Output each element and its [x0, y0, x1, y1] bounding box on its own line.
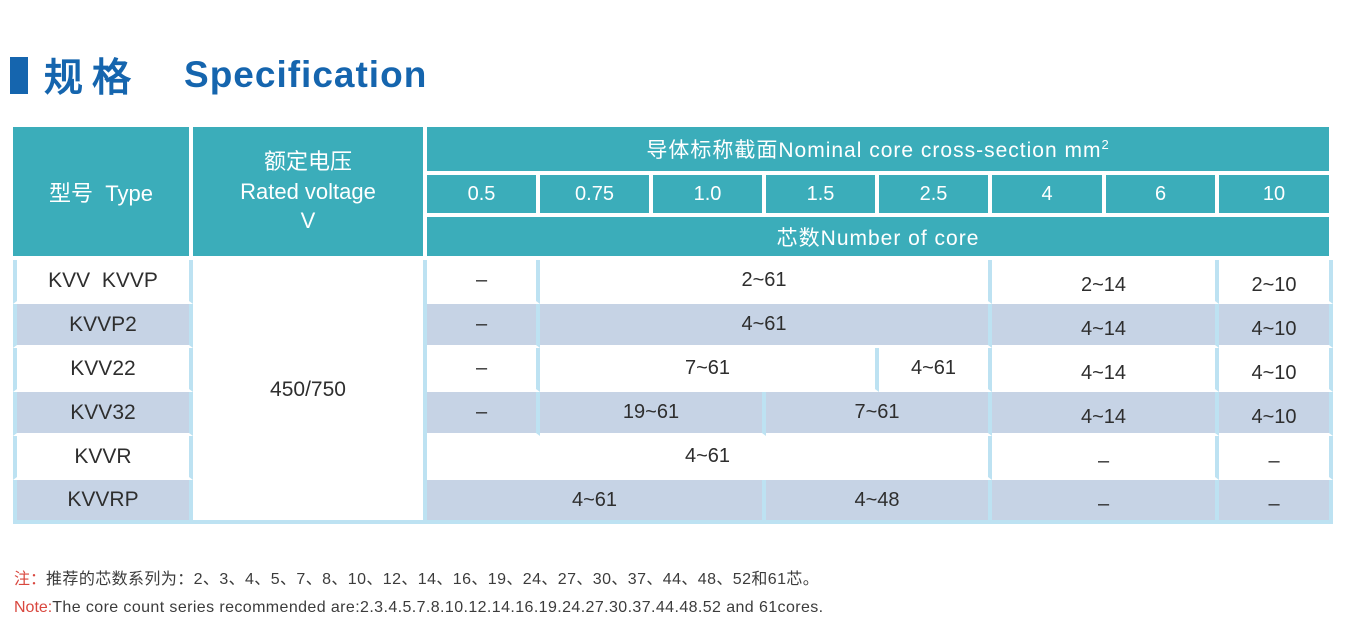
value-cell: 4~10: [1219, 348, 1334, 392]
type-cell: KVVR: [13, 436, 193, 480]
value-cell: 7~61: [766, 392, 992, 436]
note-line-en: Note:The core count series recommended a…: [14, 594, 824, 622]
table-row: KVV32 –19~61 7~61 4~14 4~10: [13, 392, 1334, 436]
value-cell: 4~61: [427, 436, 992, 480]
note-text-zh: 推荐的芯数系列为：2、3、4、5、7、8、10、12、14、16、19、24、2…: [46, 571, 820, 588]
type-cell: KVVRP: [13, 480, 193, 524]
value-cell: 4~61: [540, 304, 992, 348]
spec-table: 型号 Type 额定电压 Rated voltage V 导体标称截面Nomin…: [13, 127, 1334, 524]
value-cell: –: [427, 348, 540, 392]
header-size-1.5: 1.5: [766, 175, 879, 217]
type-cell: KVV32: [13, 392, 193, 436]
note: 注：推荐的芯数系列为：2、3、4、5、7、8、10、12、14、16、19、24…: [14, 566, 824, 621]
value-cell: –: [992, 480, 1219, 524]
type-cell: KVV22: [13, 348, 193, 392]
value-cell: 4~14: [992, 304, 1219, 348]
spec-table-wrap: 型号 Type 额定电压 Rated voltage V 导体标称截面Nomin…: [13, 127, 1334, 524]
value-cell: 4~10: [1219, 304, 1334, 348]
header-sizes-row: 0.5 0.75 1.0 1.5 2.5 4 6 10: [13, 175, 1334, 217]
value-cell: –: [427, 392, 540, 436]
value-cell: –: [427, 304, 540, 348]
value-cell: 4~14: [992, 348, 1219, 392]
voltage-cell: 450/750: [193, 260, 427, 524]
table-row: KVV KVVP 450/750–2~61 2~14 2~10: [13, 260, 1334, 524]
note-line-zh: 注：推荐的芯数系列为：2、3、4、5、7、8、10、12、14、16、19、24…: [14, 566, 824, 594]
header-size-10: 10: [1219, 175, 1334, 217]
table-row: KVV22 –7~61 4~61 4~14 4~10: [13, 348, 1334, 392]
type-cell: KVV KVVP: [13, 260, 193, 304]
value-cell: –: [1219, 436, 1334, 480]
value-cell: –: [1219, 480, 1334, 524]
header-row-top: 型号 Type 额定电压 Rated voltage V 导体标称截面Nomin…: [13, 127, 1334, 260]
header-type: 型号 Type: [13, 127, 193, 260]
table-row: KVVRP 4~61 4~48– –: [13, 480, 1334, 524]
title-zh: 规格: [44, 57, 141, 100]
table-row: KVVR 4~61– –: [13, 436, 1334, 480]
note-text-en: The core count series recommended are:2.…: [52, 598, 824, 616]
value-cell: 2~61: [540, 260, 992, 304]
header-cross-section: 导体标称截面Nominal core cross-section mm2: [427, 127, 1334, 175]
note-label-zh: 注：: [14, 571, 47, 588]
header-cross-section-text: 导体标称截面Nominal core cross-section mm: [646, 139, 1102, 162]
value-cell: 4~61: [427, 480, 766, 524]
value-cell: 2~10: [1219, 260, 1334, 304]
header-size-1.0: 1.0: [653, 175, 766, 217]
type-cell: KVVP2: [13, 304, 193, 348]
value-cell: 19~61: [540, 392, 766, 436]
value-cell: –: [992, 436, 1219, 480]
header-core-row: 芯数Number of core: [13, 217, 1334, 260]
header-core-count: 芯数Number of core: [427, 217, 1334, 260]
value-cell: –: [427, 260, 540, 304]
table-row: KVVP2 –4~61 4~14 4~10: [13, 304, 1334, 348]
mm2-superscript: 2: [1101, 137, 1110, 152]
header-size-0.75: 0.75: [540, 175, 653, 217]
header-size-6: 6: [1106, 175, 1219, 217]
value-cell: 4~14: [992, 392, 1219, 436]
value-cell: 2~14: [992, 260, 1219, 304]
value-cell: 4~48: [766, 480, 992, 524]
header-size-4: 4: [992, 175, 1106, 217]
title-bullet-icon: [10, 56, 28, 94]
note-label-en: Note:: [14, 598, 53, 616]
value-cell: 4~10: [1219, 392, 1334, 436]
header-voltage: 额定电压 Rated voltage V: [193, 127, 427, 260]
value-cell: 7~61: [540, 348, 879, 392]
value-cell: 4~61: [879, 348, 992, 392]
header-size-2.5: 2.5: [879, 175, 992, 217]
header-size-0.5: 0.5: [427, 175, 540, 217]
page-title: 规格 Specification: [10, 47, 427, 103]
title-en: Specification: [184, 54, 428, 95]
